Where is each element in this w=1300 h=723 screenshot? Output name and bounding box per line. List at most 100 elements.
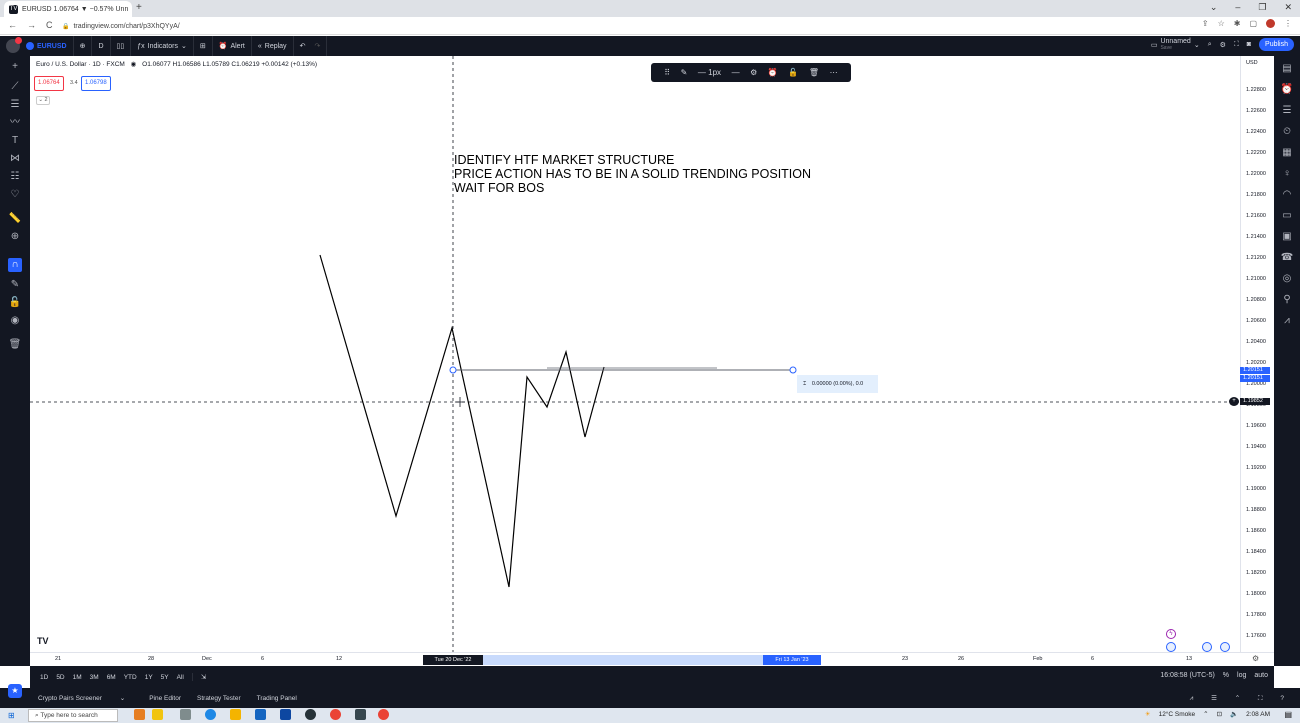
extensions-icon[interactable]: ✱ bbox=[1233, 19, 1241, 28]
ideas-icon[interactable]: ♀ bbox=[1283, 168, 1291, 179]
line-anchor-right[interactable] bbox=[789, 366, 797, 374]
scale-auto[interactable]: auto bbox=[1254, 672, 1268, 679]
text-icon[interactable]: T bbox=[11, 135, 19, 146]
list-icon[interactable]: ☰ bbox=[1211, 694, 1217, 702]
tradingview-logo[interactable]: TV bbox=[37, 636, 49, 646]
range-button-all[interactable]: All bbox=[176, 673, 184, 681]
network-icon[interactable]: ⊡ bbox=[1216, 711, 1223, 718]
ruler-icon[interactable]: 📏 bbox=[8, 213, 22, 224]
hotlists-icon[interactable]: ⏲ bbox=[1283, 126, 1291, 137]
indicators-button[interactable]: ƒx Indicators ⌄ bbox=[131, 36, 194, 56]
crosshair-icon[interactable]: + bbox=[12, 61, 18, 72]
notification-icon[interactable]: ▤ bbox=[1284, 710, 1292, 719]
layout-button[interactable]: ▭ Unnamed Save ⌄ bbox=[1151, 38, 1200, 51]
fullscreen-icon[interactable]: ⛶ bbox=[1233, 40, 1239, 48]
bell-icon[interactable]: ⚲ bbox=[1283, 294, 1291, 305]
star-icon[interactable]: ★ bbox=[8, 684, 22, 698]
chrome-icon[interactable] bbox=[378, 709, 389, 720]
minimize-icon[interactable]: – bbox=[1235, 2, 1241, 12]
url-field[interactable]: 🔒 tradingview.com/chart/p3XhQYyA/ bbox=[62, 19, 180, 33]
alert-button[interactable]: ⏰ Alert bbox=[213, 36, 252, 56]
line-style-icon[interactable]: — bbox=[731, 68, 740, 77]
app-icon[interactable] bbox=[152, 709, 163, 720]
us-flag-event-icon[interactable] bbox=[1202, 642, 1212, 652]
maximize-icon[interactable]: ❐ bbox=[1258, 2, 1267, 12]
tray-chevron-icon[interactable]: ⌃ bbox=[1203, 711, 1209, 718]
range-button-ytd[interactable]: YTD bbox=[123, 673, 137, 681]
file-explorer-icon[interactable] bbox=[230, 709, 241, 720]
legend-eye-icon[interactable]: ◉ bbox=[130, 61, 137, 68]
chart-icon[interactable]: ⩘ bbox=[1189, 694, 1194, 702]
measure-group-icon[interactable]: ☷ bbox=[10, 171, 20, 182]
search-icon[interactable]: ⌕ bbox=[1207, 40, 1212, 48]
user-avatar[interactable] bbox=[6, 37, 22, 53]
pencil-icon[interactable]: ✎ bbox=[680, 68, 688, 77]
range-button-3m[interactable]: 3M bbox=[89, 673, 99, 681]
collapse-icon[interactable]: ⌃ bbox=[1234, 694, 1241, 702]
zoom-icon[interactable]: ⊕ bbox=[10, 231, 20, 242]
profile-avatar[interactable] bbox=[1266, 19, 1275, 28]
forward-icon[interactable]: → bbox=[27, 20, 36, 30]
menu-icon[interactable]: ⋮ bbox=[1284, 19, 1292, 28]
settings-icon[interactable]: ⚙ bbox=[750, 68, 758, 77]
range-button-1y[interactable]: 1Y bbox=[144, 673, 153, 681]
range-button-1d[interactable]: 1D bbox=[40, 673, 49, 681]
steam-icon[interactable] bbox=[305, 709, 316, 720]
us-flag-event-icon[interactable] bbox=[1166, 642, 1176, 652]
maximize-panel-icon[interactable]: ⛶ bbox=[1258, 694, 1263, 702]
undo-button[interactable]: ↶ ↷ bbox=[294, 36, 328, 56]
gear-icon[interactable]: ⚙ bbox=[1252, 654, 1260, 663]
range-button-5d[interactable]: 5D bbox=[56, 673, 65, 681]
range-button-1m[interactable]: 1M bbox=[72, 673, 82, 681]
clock-time[interactable]: 2:08 AM bbox=[1246, 710, 1270, 718]
app-icon[interactable] bbox=[355, 709, 366, 720]
notifications-icon[interactable]: ☎ bbox=[1280, 252, 1294, 263]
range-button-5y[interactable]: 5Y bbox=[160, 673, 169, 681]
trend-icon[interactable]: ⩘ bbox=[1284, 315, 1290, 326]
chat-icon[interactable]: ▭ bbox=[1282, 210, 1292, 221]
range-button-6m[interactable]: 6M bbox=[106, 673, 116, 681]
tab-strategy-tester[interactable]: Strategy Tester bbox=[197, 694, 241, 702]
app-icon[interactable] bbox=[134, 709, 145, 720]
news-icon[interactable]: ▣ bbox=[1282, 231, 1292, 242]
scale-log[interactable]: log bbox=[1237, 672, 1247, 679]
templates-button[interactable]: ⊞ bbox=[194, 36, 213, 56]
help-icon[interactable]: ? bbox=[1280, 694, 1284, 702]
star-icon[interactable]: ☆ bbox=[1217, 19, 1225, 28]
more-icon[interactable]: ⋯ bbox=[829, 68, 838, 77]
gear-icon[interactable]: ⚙ bbox=[1219, 41, 1226, 49]
sell-price-button[interactable]: 1.06764 bbox=[34, 76, 64, 91]
volume-icon[interactable]: 🔈 bbox=[1230, 711, 1239, 718]
goto-date-icon[interactable]: ⇲ bbox=[191, 673, 210, 681]
pattern-icon[interactable]: 〰 bbox=[10, 117, 20, 128]
time-axis[interactable]: 2128Dec61226202392326Feb613 Tue 20 Dec '… bbox=[30, 652, 1274, 666]
collapse-indicators-button[interactable]: ⌄ 2 bbox=[36, 96, 50, 105]
weather-text[interactable]: 12°C Smoke bbox=[1158, 710, 1196, 718]
us-flag-event-icon[interactable] bbox=[1220, 642, 1230, 652]
trash-icon[interactable]: 🗑 bbox=[8, 339, 22, 350]
price-axis[interactable]: USD 1.22800 1.22600 1.22400 1.22200 1.22000 1… bbox=[1240, 56, 1274, 652]
magnet-icon[interactable]: ∩ bbox=[8, 258, 22, 272]
compare-button[interactable]: ⊕ bbox=[74, 36, 93, 56]
lightning-event-icon[interactable]: ϟ bbox=[1166, 629, 1176, 639]
drag-handle-icon[interactable]: ⠿ bbox=[664, 68, 671, 77]
new-tab-button[interactable]: + bbox=[136, 2, 142, 13]
back-icon[interactable]: ← bbox=[8, 20, 17, 30]
browser-tab[interactable]: TV EURUSD 1.06764 ▼ −0.57% Unn × bbox=[4, 1, 132, 17]
taskbar-search[interactable]: ⌕ Type here to search bbox=[28, 709, 118, 722]
prediction-icon[interactable]: ⋈ bbox=[10, 153, 20, 164]
tab-trading-panel[interactable]: Trading Panel bbox=[256, 694, 297, 702]
symbol-search[interactable]: EURUSD bbox=[20, 36, 74, 56]
interval-button[interactable]: D bbox=[92, 36, 111, 56]
plus-circle-icon[interactable]: + bbox=[1229, 397, 1239, 406]
data-window-icon[interactable]: ☰ bbox=[1282, 105, 1292, 116]
store-icon[interactable] bbox=[255, 709, 266, 720]
calendar-icon[interactable]: ▦ bbox=[1282, 147, 1292, 158]
fib-icon[interactable]: ☰ bbox=[10, 99, 20, 110]
trendline-icon[interactable]: ⟋ bbox=[11, 81, 19, 92]
mail-icon[interactable] bbox=[280, 709, 291, 720]
lock-drawing-icon[interactable]: ✎ bbox=[10, 279, 20, 290]
publish-button[interactable]: Publish bbox=[1259, 38, 1294, 51]
reload-icon[interactable]: C bbox=[46, 20, 53, 30]
favorites-heart-icon[interactable]: ♡ bbox=[10, 189, 20, 200]
